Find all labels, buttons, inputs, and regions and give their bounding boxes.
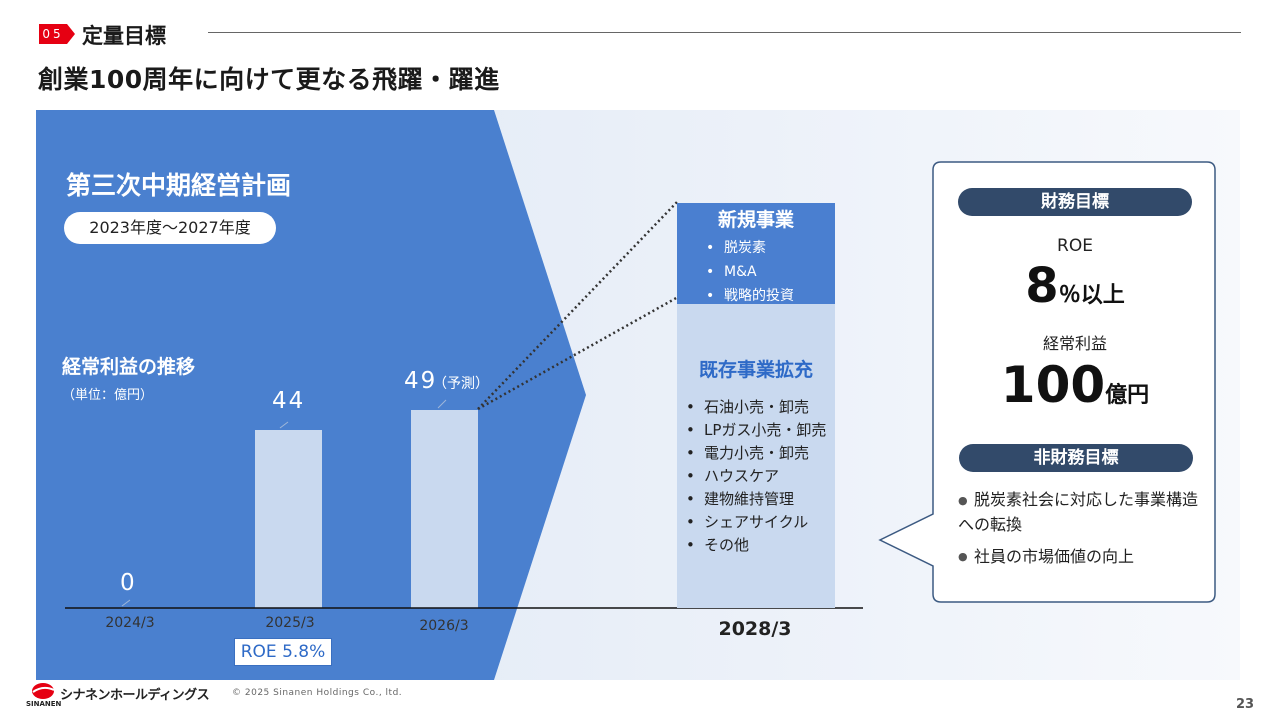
roe-value: 8	[1025, 258, 1059, 314]
header-divider	[208, 32, 1241, 33]
section-arrow-icon	[67, 24, 75, 44]
nonfinancial-list: ● 脱炭素社会に対応した事業構造への転換 ● 社員の市場価値の向上	[958, 488, 1198, 569]
bar-value-label: 0	[120, 570, 137, 596]
ordinary-profit-label: 経常利益	[1042, 334, 1107, 353]
list-item: • M&A	[706, 264, 757, 280]
page-title: 創業100周年に向けて更なる飛躍・躍進	[38, 65, 500, 94]
plan-period-badge: 2023年度～2027年度	[64, 212, 276, 244]
list-item: ● 社員の市場価値の向上	[958, 546, 1135, 566]
section-title: 定量目標	[82, 24, 166, 48]
list-item: • LPガス小売・卸売	[686, 421, 827, 439]
existing-business-box	[677, 304, 835, 608]
section-number: 05	[39, 24, 67, 44]
list-item: ● 脱炭素社会に対応した事業構造への転換	[958, 490, 1199, 534]
roe-target: 8％以上	[934, 258, 1216, 314]
new-business-title: 新規事業	[717, 209, 794, 231]
ordinary-profit-unit: 億円	[1105, 383, 1150, 408]
financial-target-badge: 財務目標	[958, 188, 1192, 216]
page-number: 23	[1236, 697, 1255, 712]
ordinary-profit-target: 100億円	[934, 356, 1216, 414]
list-item: • 戦略的投資	[706, 288, 794, 304]
bar-value-label: 49	[404, 367, 438, 394]
existing-business-title: 既存事業拡充	[698, 359, 813, 381]
chart-title: 経常利益の推移	[62, 356, 196, 378]
list-item: • ハウスケア	[686, 467, 780, 485]
list-item: • シェアサイクル	[686, 513, 809, 531]
list-item: • 石油小売・卸売	[686, 398, 810, 416]
existing-business-list: • 石油小売・卸売 • LPガス小売・卸売 • 電力小売・卸売 • ハウスケア • 建物維…	[686, 396, 826, 557]
x-tick-label: 2026/3	[419, 618, 469, 634]
list-item: • 電力小売・卸売	[686, 444, 810, 462]
roe-label: ROE	[1057, 236, 1093, 256]
roe-note: ROE 5.8%	[234, 638, 332, 666]
new-business-list: • 脱炭素 • M&A • 戦略的投資	[706, 236, 794, 308]
list-item: • その他	[686, 536, 750, 554]
ordinary-profit-value: 100	[1000, 356, 1106, 414]
copyright: © 2025 Sinanen Holdings Co., ltd.	[232, 688, 403, 698]
company-logo-icon	[32, 683, 55, 699]
list-item: • 建物維持管理	[686, 490, 795, 508]
chart-unit: （単位：億円）	[62, 388, 154, 403]
chart-bar	[411, 409, 478, 608]
company-name: シナネンホールディングス	[60, 688, 210, 703]
plan-title: 第三次中期経営計画	[66, 171, 292, 200]
list-item: • 脱炭素	[706, 240, 766, 256]
new-business-box	[677, 203, 835, 304]
company-name-en: SINANEN	[26, 700, 62, 708]
bar-value-label: 44	[272, 387, 306, 414]
roe-unit: ％以上	[1058, 283, 1125, 308]
x-tick-label: 2024/3	[105, 615, 155, 631]
nonfinancial-target-badge: 非財務目標	[959, 444, 1193, 472]
bar-value-note: （予測）	[433, 375, 489, 392]
chart-bar	[255, 429, 322, 608]
target-year-label: 2028/3	[718, 618, 792, 640]
x-tick-label: 2025/3	[265, 615, 315, 631]
